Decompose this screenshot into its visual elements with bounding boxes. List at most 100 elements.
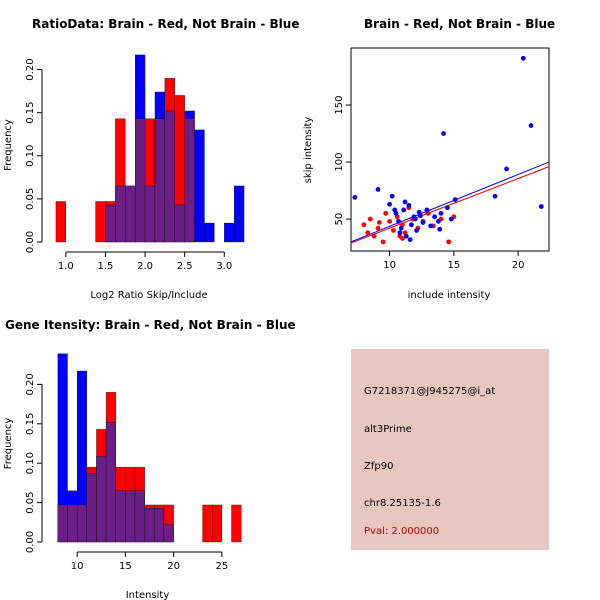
- bar-overlap: [144, 507, 155, 543]
- scatter-point-blue: [412, 216, 418, 222]
- scatter-point-blue: [389, 193, 395, 199]
- x-tick-label: 10: [383, 260, 396, 271]
- bar-overlap: [96, 455, 107, 543]
- scatter-point-blue: [492, 193, 498, 199]
- bar-red: [231, 504, 242, 543]
- bar-overlap: [154, 118, 166, 243]
- bar-overlap: [174, 204, 185, 243]
- scatter-point-blue: [452, 197, 458, 203]
- x-tick-label: 3.0: [216, 261, 232, 272]
- event-type-text: alt3Prime: [364, 424, 412, 435]
- bar-overlap: [184, 118, 195, 243]
- bar-blue: [234, 185, 245, 243]
- y-tick-label: 0.05: [25, 491, 36, 513]
- pval-text: Pval: 2.000000: [364, 526, 440, 537]
- bar-overlap: [125, 490, 136, 543]
- scatter-point-blue: [392, 207, 398, 213]
- y-axis-label: Frequency: [3, 418, 14, 470]
- x-tick-label: 10: [71, 561, 84, 572]
- scatter-point-blue: [538, 204, 544, 209]
- scatter-point-blue: [436, 218, 441, 224]
- x-axis-label: Log2 Ratio Skip/Include: [90, 290, 207, 301]
- scatter-point-blue: [520, 55, 526, 61]
- scatter-point-blue: [403, 233, 409, 239]
- scatter-point-blue: [441, 131, 446, 136]
- x-axis-label: include intensity: [408, 290, 491, 301]
- scatter-point-red: [380, 239, 386, 245]
- bar-overlap: [134, 490, 145, 543]
- y-tick-label: 50: [334, 213, 345, 226]
- scatter-point-blue: [402, 199, 408, 205]
- scatter-point-blue: [396, 218, 401, 224]
- bar-overlap: [105, 204, 116, 243]
- fit-line-blue: [350, 161, 550, 243]
- scatter-point-blue: [387, 201, 392, 207]
- y-tick-label: 0.00: [25, 531, 36, 553]
- bar-overlap: [144, 185, 156, 243]
- scatter-point-red: [391, 228, 396, 233]
- scatter-point-blue: [504, 166, 509, 172]
- y-tick-label: 0.05: [25, 188, 36, 210]
- scatter-point-blue: [401, 207, 407, 213]
- scatter-point-blue: [397, 230, 403, 236]
- gene-name-text: Zfp90: [364, 461, 394, 472]
- bar-blue: [204, 222, 215, 243]
- y-tick-label: 100: [334, 152, 345, 171]
- x-tick-label: 1.0: [58, 261, 74, 272]
- bar-overlap: [105, 422, 116, 543]
- scatter-point-red: [375, 225, 381, 231]
- info-panel: G7218371@J945275@i_at alt3Prime Zfp90 ch…: [351, 349, 549, 550]
- bar-red: [95, 201, 106, 243]
- bar-overlap: [125, 185, 136, 243]
- probe-id-text: G7218371@J945275@i_at: [364, 386, 496, 397]
- bar-red: [202, 504, 213, 543]
- y-tick-label: 0.10: [25, 145, 36, 167]
- bar-overlap: [86, 473, 97, 543]
- scatter-point-blue: [420, 220, 426, 225]
- bar-overlap: [77, 504, 87, 543]
- scatter-point-red: [365, 230, 371, 236]
- scatter-point-red: [397, 233, 403, 239]
- scatter-point-blue: [407, 237, 413, 242]
- scatter-point-blue: [528, 123, 534, 128]
- scatter-point-blue: [445, 205, 450, 211]
- bar-overlap: [115, 185, 126, 243]
- plot-frame: [350, 47, 550, 252]
- scatter-point-red: [371, 233, 377, 239]
- scatter-point-red: [387, 218, 392, 224]
- scatter-point-red: [367, 216, 373, 222]
- scatter-point-red: [383, 210, 389, 216]
- y-tick-label: 0.10: [25, 452, 36, 474]
- bar-red: [55, 201, 66, 243]
- x-tick-label: 15: [447, 260, 460, 271]
- scatter-point-blue: [406, 202, 412, 208]
- bar-overlap: [57, 504, 68, 543]
- bar-overlap: [135, 118, 146, 243]
- scatter-point-blue: [409, 222, 414, 228]
- scatter-point-blue: [375, 187, 381, 192]
- x-tick-label: 2.0: [137, 261, 153, 272]
- x-tick-label: 20: [167, 561, 180, 572]
- bar-overlap: [164, 110, 175, 243]
- scatter-point-blue: [414, 228, 419, 233]
- x-tick-label: 25: [215, 561, 228, 572]
- scatter-point-blue: [432, 214, 437, 220]
- scatter-point-blue: [437, 226, 443, 232]
- chart-title-3: Gene Itensity: Brain - Red, Not Brain - …: [5, 318, 296, 332]
- location-text: chr8.25135-1.6: [364, 498, 441, 509]
- bar-blue: [194, 129, 205, 243]
- y-tick-label: 150: [334, 95, 345, 114]
- bar-overlap: [67, 504, 78, 543]
- x-tick-label: 1.5: [97, 261, 113, 272]
- x-tick-label: 20: [512, 260, 525, 271]
- bar-red: [212, 504, 222, 543]
- x-tick-label: 15: [119, 561, 132, 572]
- chart-title-1: RatioData: Brain - Red, Not Brain - Blue: [32, 17, 299, 31]
- scatter-point-red: [361, 222, 367, 228]
- scatter-point-blue: [448, 216, 454, 222]
- scatter-point-blue: [418, 213, 423, 219]
- bar-blue: [224, 222, 235, 243]
- scatter-point-blue: [428, 223, 434, 229]
- y-tick-label: 0.20: [25, 373, 36, 395]
